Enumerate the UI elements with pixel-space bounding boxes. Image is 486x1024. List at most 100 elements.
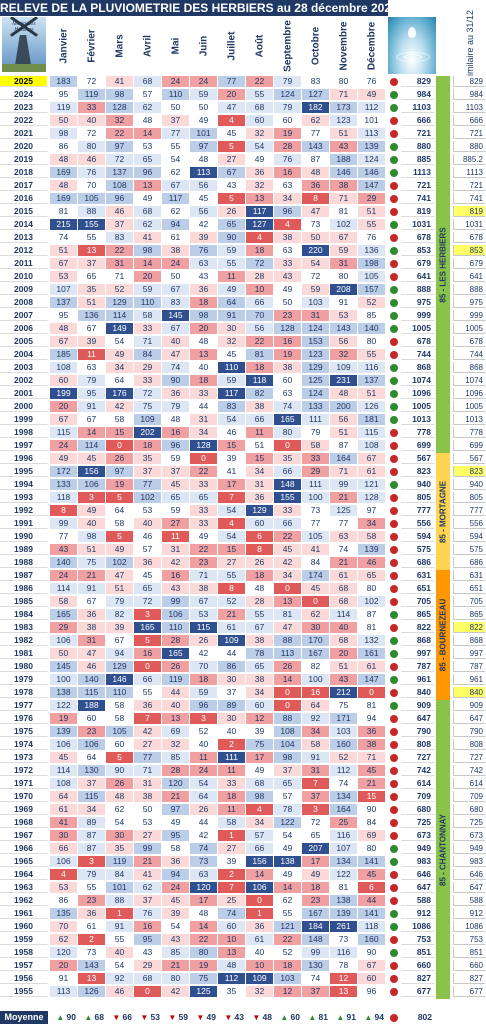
- rain-cell: 49: [218, 284, 246, 295]
- rain-cell: 51: [50, 245, 78, 256]
- rain-cell: 112: [330, 765, 358, 776]
- rain-cell: 31: [190, 414, 218, 425]
- rain-cell: 102: [330, 219, 358, 230]
- rain-cell: 80: [358, 583, 386, 594]
- rain-cell: 48: [190, 154, 218, 165]
- rain-cell: 45: [190, 193, 218, 204]
- rain-cell: 2: [218, 739, 246, 750]
- status-dot: [390, 247, 398, 255]
- rain-cell: 102: [134, 492, 162, 503]
- rain-cell: 25: [330, 817, 358, 828]
- rain-cell: 40: [106, 947, 134, 958]
- rain-cell: 7: [218, 492, 246, 503]
- rain-cell: 171: [330, 713, 358, 724]
- rain-cell: 22: [106, 245, 134, 256]
- table-row: 2017 48 70 108 13 67 56 43 32 63 36 38 147 721 721: [0, 180, 486, 191]
- rain-cell: 65: [218, 219, 246, 230]
- similar-cell: 679: [453, 258, 486, 269]
- month-header: Avril: [137, 17, 159, 74]
- rain-cell: 54: [190, 778, 218, 789]
- rain-cell: 23: [302, 895, 330, 906]
- rain-cell: 77: [134, 479, 162, 490]
- rain-cell: 27: [162, 518, 190, 529]
- year-cell: 2003: [0, 362, 48, 373]
- rain-cell: 88: [274, 713, 302, 724]
- rain-cell: 10: [218, 934, 246, 945]
- rain-cell: 30: [50, 830, 78, 841]
- rain-cell: 36: [78, 609, 106, 620]
- status-dot: [390, 377, 398, 385]
- table-row: 1959 62 2 55 95 43 22 10 61 22 148 73 160 753 753: [0, 934, 486, 945]
- similar-cell: 840: [453, 687, 486, 698]
- rain-cell: 100: [302, 492, 330, 503]
- rain-cell: 181: [358, 414, 386, 425]
- year-total: 1086: [401, 921, 435, 932]
- rain-cell: 22: [246, 76, 274, 87]
- rain-cell: 60: [358, 973, 386, 984]
- ripple-icon: [396, 52, 430, 62]
- year-total: 984: [401, 89, 435, 100]
- table-row: 1974 106 106 60 27 32 40 2 75 104 58 160 38 808 808: [0, 739, 486, 750]
- rain-cell: 61: [358, 661, 386, 672]
- status-dot: [390, 455, 398, 463]
- rain-cell: 46: [218, 427, 246, 438]
- rain-cell: 36: [358, 726, 386, 737]
- rain-cell: 5: [106, 492, 134, 503]
- year-cell: 1977: [0, 700, 48, 711]
- status-dot: [390, 702, 398, 710]
- similar-cell: 1113: [453, 167, 486, 178]
- rain-cell: 55: [246, 89, 274, 100]
- average-cell: ▲ 60: [274, 1011, 300, 1024]
- year-cell: 2009: [0, 284, 48, 295]
- rain-cell: 38: [274, 362, 302, 373]
- rain-cell: 18: [246, 245, 274, 256]
- similar-cell: 741: [453, 193, 486, 204]
- rain-cell: 47: [218, 102, 246, 113]
- table-row: 1957 20 143 54 29 21 19 48 10 18 130 78 67 660 660: [0, 960, 486, 971]
- similar-cell: 742: [453, 765, 486, 776]
- similar-cell: 885.2: [453, 154, 486, 165]
- rain-cell: 0: [106, 440, 134, 451]
- similar-cell: 753: [453, 934, 486, 945]
- month-header-label: Juillet: [226, 31, 238, 60]
- rain-cell: 80: [162, 973, 190, 984]
- month-header: Mai: [165, 17, 187, 74]
- rain-cell: 45: [218, 349, 246, 360]
- rain-cell: 71: [190, 570, 218, 581]
- year-cell: 1975: [0, 726, 48, 737]
- arrow-down-icon: ▼: [140, 1013, 151, 1022]
- rain-cell: 129: [246, 505, 274, 516]
- rain-cell: 68: [330, 583, 358, 594]
- month-header-label: Février: [86, 28, 98, 63]
- rain-cell: 31: [302, 310, 330, 321]
- rain-cell: 77: [50, 531, 78, 542]
- year-cell: 1970: [0, 791, 48, 802]
- rain-cell: 48: [50, 180, 78, 191]
- table-row: 1982 106 31 67 5 28 26 109 38 88 170 68 132 868 868: [0, 635, 486, 646]
- rain-cell: 30: [106, 830, 134, 841]
- rain-cell: 11: [78, 349, 106, 360]
- similar-cell: 721: [453, 180, 486, 191]
- status-dot: [390, 624, 398, 632]
- rain-cell: 31: [246, 479, 274, 490]
- rain-cell: 29: [134, 960, 162, 971]
- rain-cell: 33: [302, 453, 330, 464]
- rain-cell: 124: [302, 388, 330, 399]
- year-total: 778: [401, 427, 435, 438]
- rain-cell: 48: [50, 323, 78, 334]
- similar-cell: 647: [453, 713, 486, 724]
- rain-cell: 114: [50, 583, 78, 594]
- rain-cell: 5: [134, 635, 162, 646]
- rain-cell: 14: [274, 882, 302, 893]
- rain-cell: 46: [134, 531, 162, 542]
- table-row: 2003 108 63 34 29 74 40 110 18 38 129 109 116 868 868: [0, 362, 486, 373]
- rain-cell: 39: [190, 232, 218, 243]
- rain-cell: 49: [190, 531, 218, 542]
- status-dot: [390, 169, 398, 177]
- similar-cell: 1031: [453, 219, 486, 230]
- rain-cell: 28: [246, 271, 274, 282]
- rain-cell: 21: [218, 609, 246, 620]
- rain-cell: 115: [78, 687, 106, 698]
- rain-cell: 0: [274, 440, 302, 451]
- similar-cell: 778: [453, 427, 486, 438]
